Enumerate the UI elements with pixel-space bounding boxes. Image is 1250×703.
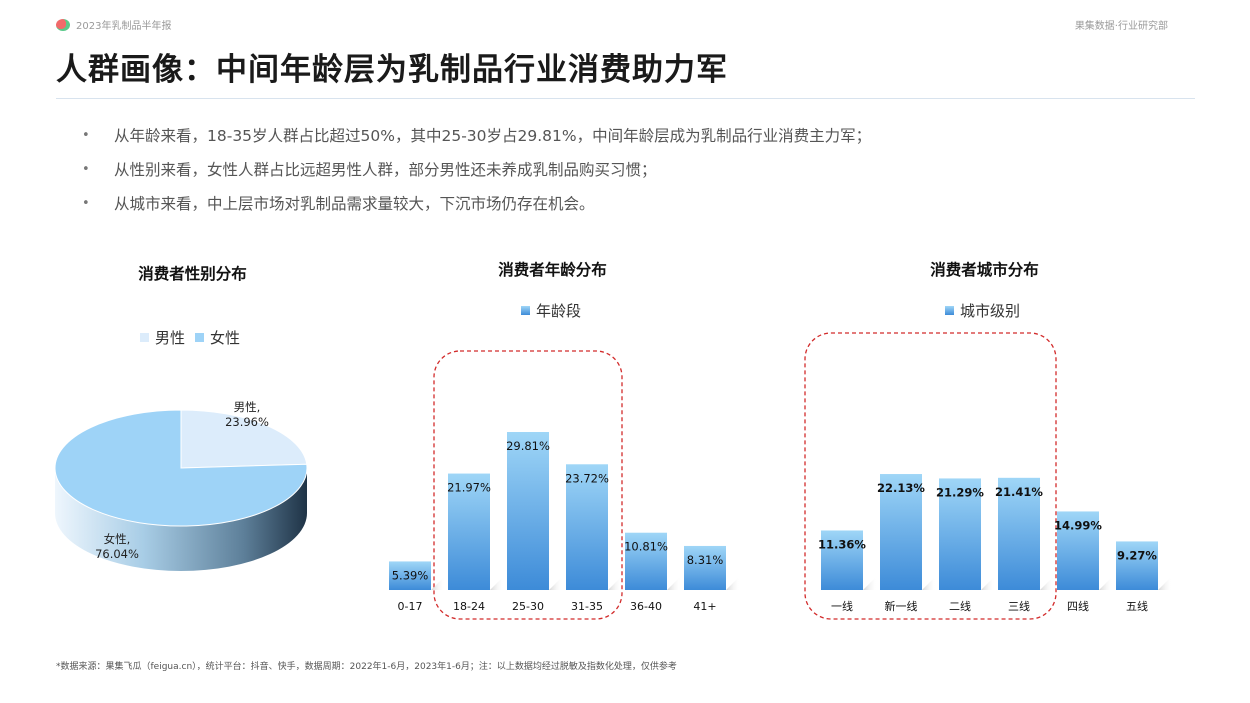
gender-legend: 男性 女性 (140, 327, 240, 348)
summary-bullets: • 从年龄来看，18-35岁人群占比超过50%，其中25-30岁占29.81%，… (82, 118, 871, 220)
bar (1057, 511, 1099, 590)
city-chart-title: 消费者城市分布 (930, 261, 1039, 279)
age-bar-chart: 5.39% 0-17 21.97% 18-24 29.81% 25-30 23.72% 31-… (389, 350, 740, 620)
age-legend: 年龄段 (521, 300, 581, 321)
bullet-marker: • (82, 127, 90, 143)
bar-shadow (1099, 576, 1113, 590)
bar-shadow (431, 576, 445, 590)
bar-value-label: 29.81% (506, 439, 550, 453)
bar-shadow (667, 576, 681, 590)
bar-value-label: 10.81% (624, 540, 668, 554)
bar (998, 477, 1040, 590)
highlight-box (433, 350, 623, 620)
bar (880, 474, 922, 590)
bar (507, 432, 549, 590)
age-chart-title: 消费者年龄分布 (498, 261, 607, 279)
bullet-text: 从性别来看，女性人群占比远超男性人群，部分男性还未养成乳制品购买习惯； (114, 161, 657, 179)
bar-shadow (1040, 576, 1054, 590)
bar (448, 473, 490, 590)
pie-data-label: 男性, 23.96% (225, 400, 269, 429)
bar-shadow (1158, 576, 1172, 590)
bullet-item: • 从城市来看，中上层市场对乳制品需求量较大，下沉市场仍存在机会。 (82, 186, 871, 220)
bullet-text: 从城市来看，中上层市场对乳制品需求量较大，下沉市场仍存在机会。 (114, 195, 595, 213)
gender-chart-title: 消费者性别分布 (138, 265, 247, 283)
gender-pie-chart: 男性, 23.96% 女性, 76.04% (54, 400, 308, 571)
bar (821, 530, 863, 590)
bar (389, 561, 431, 590)
x-tick-label: 二线 (949, 599, 971, 613)
x-tick-label: 41+ (693, 600, 716, 613)
x-tick-label: 25-30 (512, 600, 544, 613)
bar-value-label: 14.99% (1054, 518, 1102, 532)
bar-shadow (981, 576, 995, 590)
footer-source-note: *数据来源：果集飞瓜（feigua.cn），统计平台：抖音、快手，数据周期：20… (56, 662, 677, 672)
pie-slice (180, 409, 308, 469)
legend-label-age: 年龄段 (536, 302, 582, 320)
x-tick-label: 0-17 (398, 600, 423, 613)
x-tick-label: 新一线 (885, 599, 918, 613)
bar (625, 532, 667, 590)
bar (566, 464, 608, 590)
bar-value-label: 21.97% (447, 481, 491, 495)
x-tick-label: 五线 (1126, 599, 1148, 613)
pie-side-wall (55, 468, 307, 571)
legend-swatch-city (945, 306, 954, 315)
bar-shadow (549, 576, 563, 590)
bullet-marker: • (82, 161, 90, 177)
report-header: 2023年乳制品半年报 (56, 17, 171, 32)
title-divider (56, 98, 1195, 99)
bar-shadow (490, 576, 504, 590)
city-legend: 城市级别 (945, 300, 1020, 321)
report-label: 2023年乳制品半年报 (76, 21, 172, 32)
legend-swatch-female (195, 333, 205, 342)
bar-value-label: 22.13% (877, 481, 925, 495)
brand-logo-icon (56, 18, 70, 31)
x-tick-label: 一线 (831, 599, 853, 613)
bullet-text: 从年龄来看，18-35岁人群占比超过50%，其中25-30岁占29.81%，中间… (114, 127, 872, 145)
dept-label: 果集数据·行业研究部 (1074, 21, 1168, 32)
bar-shadow (608, 576, 622, 590)
bar-value-label: 9.27% (1117, 548, 1157, 562)
city-bar-chart: 11.36% 一线 22.13% 新一线 21.29% 二线 21.41% 三线 14.99% 四… (804, 332, 1172, 620)
highlight-box (804, 332, 1057, 620)
legend-label-male: 男性 (155, 329, 186, 347)
page-title: 人群画像：中间年龄层为乳制品行业消费助力军 (56, 52, 728, 88)
bar (1116, 541, 1158, 590)
bar-value-label: 21.29% (936, 485, 984, 499)
bullet-item: • 从年龄来看，18-35岁人群占比超过50%，其中25-30岁占29.81%，… (82, 118, 871, 152)
x-tick-label: 36-40 (630, 600, 662, 613)
x-tick-label: 四线 (1067, 599, 1089, 613)
bar (939, 478, 981, 590)
bar-shadow (726, 576, 740, 590)
bar-shadow (863, 576, 877, 590)
bar-value-label: 23.72% (565, 471, 609, 485)
bullet-item: • 从性别来看，女性人群占比远超男性人群，部分男性还未养成乳制品购买习惯； (82, 152, 871, 186)
pie-data-label: 女性, 76.04% (95, 532, 139, 561)
x-tick-label: 18-24 (453, 600, 485, 613)
legend-label-city: 城市级别 (960, 302, 1021, 320)
legend-label-female: 女性 (210, 329, 241, 347)
bar (684, 545, 726, 590)
legend-swatch-male (140, 333, 149, 342)
pie-slice (54, 409, 308, 527)
x-tick-label: 31-35 (571, 600, 603, 613)
legend-swatch-age (521, 306, 530, 315)
bar-value-label: 5.39% (392, 568, 429, 582)
bar-shadow (922, 576, 936, 590)
bar-value-label: 8.31% (687, 553, 724, 567)
bullet-marker: • (82, 195, 90, 211)
x-tick-label: 三线 (1008, 599, 1030, 613)
bar-value-label: 21.41% (995, 485, 1043, 499)
bar-value-label: 11.36% (818, 537, 866, 551)
